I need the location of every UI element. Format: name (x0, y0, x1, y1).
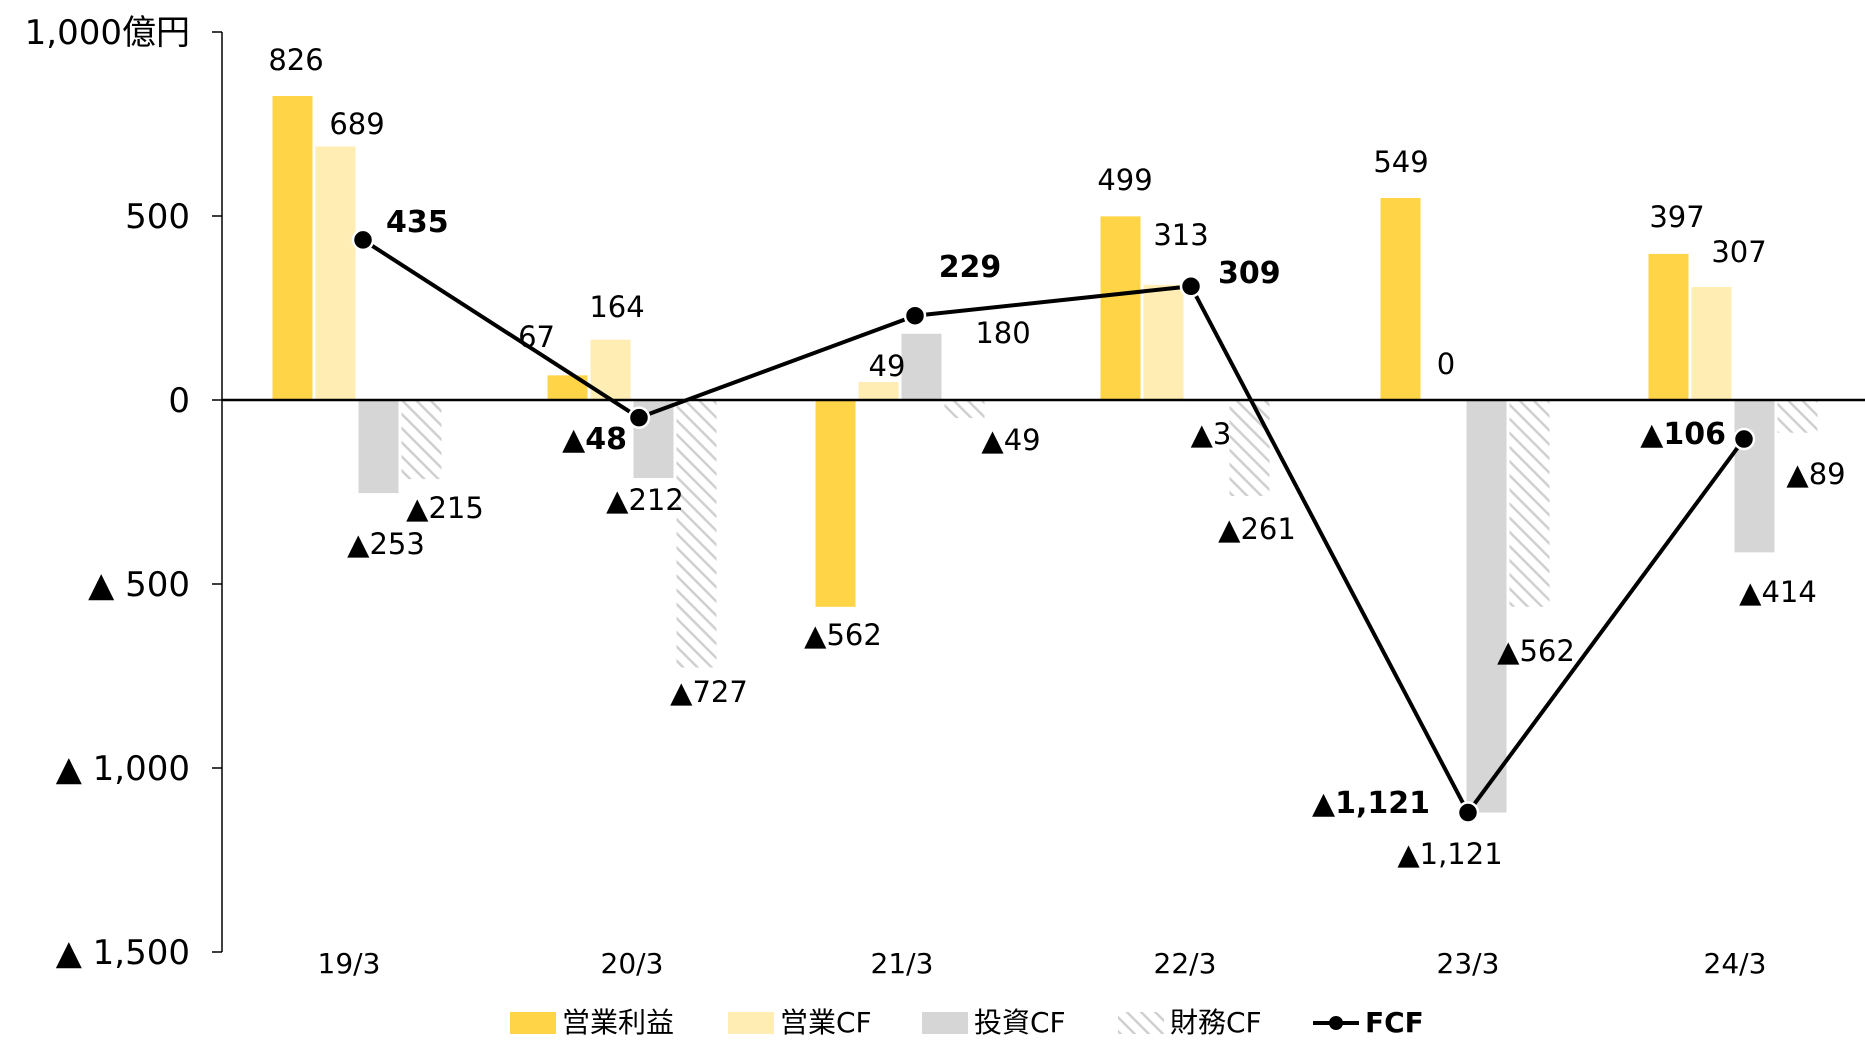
bar-label-2-20/3: 164 (589, 290, 644, 324)
bar-label-3-21/3: 180 (975, 316, 1030, 350)
legend-label-fcf: FCF (1365, 1006, 1424, 1039)
y-tick-label: 500 (125, 197, 190, 237)
bar-2-24/3 (1691, 287, 1732, 400)
fcf-line (351, 228, 1756, 824)
data-labels: 82667▲562499549397689164493130307▲253▲21… (268, 43, 1845, 871)
x-axis: 19/3 20/3 21/3 22/3 23/3 24/3 (318, 947, 1767, 980)
legend-swatch-2 (728, 1012, 774, 1034)
bar-label-4-21/3: ▲49 (981, 423, 1040, 457)
bar-label-1-24/3: 397 (1649, 200, 1704, 234)
fcf-marker-19/3 (351, 228, 375, 252)
bar-label-4-24/3: ▲89 (1786, 457, 1845, 491)
bar-label-4-23/3: ▲562 (1497, 634, 1575, 668)
bar-1-23/3 (1380, 197, 1421, 400)
bar-3-24/3 (1734, 400, 1775, 553)
bar-2-19/3 (315, 146, 356, 400)
bar-label-3-19/3: ▲253 (347, 527, 425, 561)
fcf-label-20/3: ▲48 (562, 422, 627, 457)
fcf-label-23/3: ▲1,121 (1312, 786, 1430, 821)
legend-swatch-3 (922, 1012, 968, 1034)
x-tick-label-19/3: 19/3 (318, 947, 381, 980)
bar-4-19/3 (401, 400, 442, 480)
x-tick-label-24/3: 24/3 (1704, 947, 1767, 980)
bar-label-1-22/3: 499 (1097, 163, 1152, 197)
bar-label-2-19/3: 689 (329, 107, 384, 141)
fcf-marker-22/3 (1179, 275, 1203, 298)
bar-1-19/3 (272, 96, 313, 401)
legend: 営業利益 営業CF 投資CF 財務CF FCF (510, 1006, 1424, 1039)
bar-label-3-24/3: ▲414 (1739, 575, 1817, 609)
legend-label-4: 財務CF (1170, 1006, 1262, 1039)
fcf-label-24/3: ▲106 (1640, 417, 1726, 452)
legend-label-1: 営業利益 (562, 1006, 674, 1039)
bar-1-21/3 (815, 400, 856, 607)
bar-3-19/3 (358, 400, 399, 494)
fcf-label-19/3: 435 (386, 205, 449, 240)
bar-label-3-22/3: ▲3 (1191, 417, 1232, 451)
y-axis: 1,000億円 500 0 ▲ 500 ▲ 1,000 ▲ 1,500 (25, 13, 223, 973)
legend-line-marker (1329, 1016, 1343, 1030)
bar-1-24/3 (1648, 253, 1689, 400)
fcf-polyline (361, 238, 1746, 815)
bar-label-1-19/3: 826 (268, 43, 323, 77)
bar-label-4-22/3: ▲261 (1218, 512, 1296, 546)
bar-2-21/3 (858, 381, 899, 400)
legend-label-2: 営業CF (780, 1006, 872, 1039)
bar-2-22/3 (1143, 284, 1184, 400)
bar-4-22/3 (1229, 400, 1270, 497)
bar-4-20/3 (676, 400, 717, 668)
y-tick-label: ▲ 1,000 (56, 749, 190, 789)
legend-swatch-1 (510, 1012, 556, 1034)
x-tick-label-23/3: 23/3 (1437, 947, 1500, 980)
fcf-marker-21/3 (903, 304, 927, 327)
x-tick-label-22/3: 22/3 (1154, 947, 1217, 980)
bar-label-2-22/3: 313 (1153, 218, 1208, 252)
bar-label-1-20/3: 67 (518, 320, 555, 354)
bar-4-24/3 (1777, 400, 1818, 433)
legend-swatch-4 (1118, 1012, 1164, 1034)
bar-label-1-21/3: ▲562 (804, 618, 882, 652)
fcf-marker-20/3 (627, 406, 651, 429)
bar-label-4-20/3: ▲727 (670, 675, 748, 709)
bar-4-21/3 (944, 400, 985, 419)
x-tick-label-20/3: 20/3 (601, 947, 664, 980)
bar-3-23/3 (1466, 400, 1507, 813)
bar-label-3-23/3: ▲1,121 (1397, 837, 1502, 871)
bar-label-3-20/3: ▲212 (606, 483, 684, 517)
bar-label-2-23/3: 0 (1437, 347, 1455, 381)
bars (272, 96, 1818, 813)
y-tick-label: ▲ 500 (88, 565, 190, 605)
bar-3-21/3 (901, 333, 942, 400)
bar-4-23/3 (1509, 400, 1550, 607)
y-tick-label: 1,000億円 (25, 13, 190, 53)
legend-label-3: 投資CF (974, 1006, 1066, 1039)
bar-label-2-24/3: 307 (1711, 235, 1766, 269)
y-tick-label: 0 (168, 381, 190, 421)
bar-label-4-19/3: ▲215 (406, 491, 484, 525)
bar-label-2-21/3: 49 (869, 349, 906, 383)
x-tick-label-21/3: 21/3 (871, 947, 934, 980)
fcf-marker-23/3 (1456, 801, 1480, 824)
fcf-label-21/3: 229 (939, 250, 1002, 285)
bar-1-22/3 (1100, 216, 1141, 400)
fcf-marker-24/3 (1732, 427, 1756, 451)
bar-label-1-23/3: 549 (1373, 145, 1428, 179)
y-tick-label: ▲ 1,500 (56, 933, 190, 973)
fcf-label-22/3: 309 (1218, 256, 1281, 291)
